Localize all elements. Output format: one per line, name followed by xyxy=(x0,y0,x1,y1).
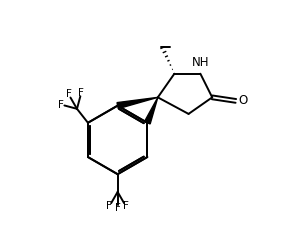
Polygon shape xyxy=(145,97,158,124)
Polygon shape xyxy=(117,97,158,109)
Text: F: F xyxy=(66,90,72,99)
Text: F: F xyxy=(123,201,129,211)
Text: NH: NH xyxy=(192,56,210,69)
Text: F: F xyxy=(106,201,112,211)
Text: O: O xyxy=(239,94,248,107)
Text: F: F xyxy=(115,204,121,213)
Text: F: F xyxy=(78,88,84,98)
Text: F: F xyxy=(58,99,64,110)
